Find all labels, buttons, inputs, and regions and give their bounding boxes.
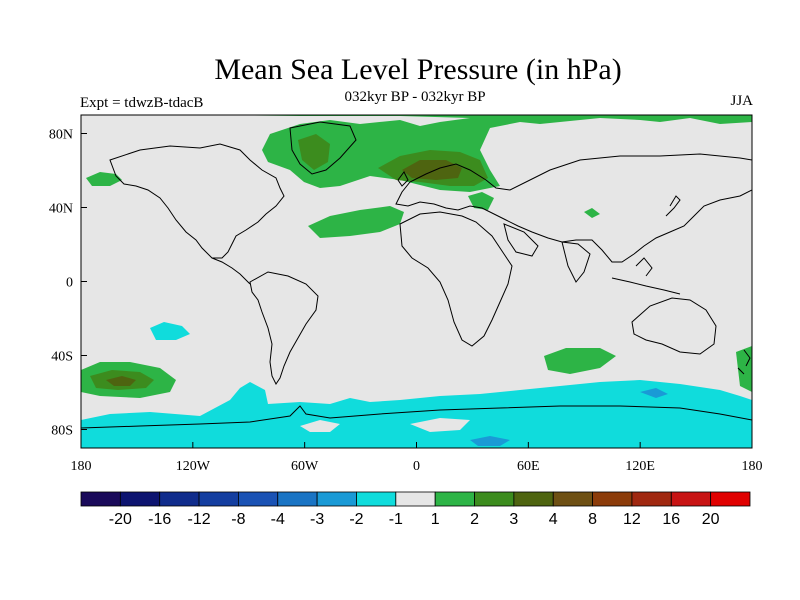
y-tick-label: 80S (51, 424, 73, 439)
colorbar-swatch (238, 491, 279, 507)
contour-positive-3-4-scandinavia-core (402, 160, 462, 180)
colorbar-label: 12 (623, 511, 641, 528)
contour-negative-2-3-east-antarctic (640, 388, 668, 398)
colorbar-label: 4 (549, 511, 558, 528)
map-plot-area: 180 120W 60W 0 60E 120E 180 80N 40N 0 40S 80S (49, 114, 763, 474)
contour-near-zero-antarctic-gap-2 (300, 420, 340, 432)
contour-positive-1-2-south-indian (544, 348, 616, 374)
colorbar-swatch (316, 491, 357, 507)
colorbar-swatch (198, 491, 239, 507)
colorbar-swatch (592, 491, 633, 507)
pressure-anomaly-layer (81, 115, 752, 448)
x-tick-label: 60W (291, 459, 319, 474)
colorbar-label: 16 (662, 511, 680, 528)
y-tick-label: 40N (49, 202, 73, 217)
colorbar-label: 20 (702, 511, 720, 528)
coastlines (81, 121, 752, 429)
contour-negative-2-3-antarctic (470, 436, 510, 446)
coastline-japan (665, 195, 681, 217)
colorbar-label: 3 (509, 511, 518, 528)
coastline-north-america (109, 143, 285, 259)
colorbar-label: -1 (389, 511, 403, 528)
colorbar-label: -20 (109, 511, 132, 528)
y-axis: 80N 40N 0 40S 80S (49, 128, 87, 439)
colorbar-swatch (159, 491, 200, 507)
colorbar-swatch (277, 491, 318, 507)
colorbar-swatch (513, 491, 554, 507)
season-label: JJA (730, 93, 753, 109)
contour-negative-1-2-southeast-pacific (150, 322, 190, 340)
coastline-eurasia (395, 153, 752, 263)
contour-positive-1-2-mid-atlantic (308, 206, 404, 238)
x-tick-label: 180 (71, 459, 92, 474)
colorbar-swatch (119, 491, 161, 507)
coastline-indonesia (611, 257, 681, 295)
y-tick-label: 0 (66, 276, 73, 291)
colorbar-swatch (395, 491, 436, 507)
x-tick-label: 120E (625, 459, 655, 474)
coastline-india (561, 241, 591, 283)
coastline-central-america (211, 257, 251, 285)
colorbar-label: -2 (349, 511, 363, 528)
contour-positive-1-2-mediterranean (468, 192, 494, 210)
colorbar-swatch (474, 491, 515, 507)
coastline-south-america (249, 271, 319, 385)
coastline-greenland (289, 121, 357, 175)
colorbar-swatch (552, 491, 593, 507)
colorbar-label: -8 (231, 511, 245, 528)
contour-positive-1-2-north-pacific (86, 172, 122, 186)
contour-positive-1-2-far-east (736, 346, 752, 392)
y-tick-label: 80N (49, 128, 73, 143)
contour-positive-2-3-greenland (298, 134, 330, 170)
colorbar-swatch (356, 491, 397, 507)
contour-positive-3-4-south-pacific-core (106, 376, 136, 386)
colorbar-swatch (631, 491, 672, 507)
map-title: Mean Sea Level Pressure (in hPa) (214, 53, 622, 86)
x-tick-label: 60E (517, 459, 540, 474)
coastline-africa (399, 211, 513, 347)
colorbar-label: -3 (310, 511, 324, 528)
x-tick-label: 120W (176, 459, 211, 474)
coastline-australia (631, 297, 717, 355)
x-tick-label: 180 (742, 459, 763, 474)
colorbar-swatch (710, 491, 751, 507)
colorbar-label: 1 (431, 511, 440, 528)
x-axis: 180 120W 60W 0 60E 120E 180 (71, 442, 763, 474)
x-tick-label: 0 (413, 459, 420, 474)
coastline-new-zealand (737, 349, 751, 375)
coastline-british-isles (397, 171, 409, 187)
colorbar-swatch (434, 491, 475, 507)
contour-near-zero-antarctic-gap (410, 418, 470, 432)
colorbar-swatch (80, 491, 121, 507)
map-subtitle: 032kyr BP - 032kyr BP (344, 89, 486, 105)
colorbar-label: 2 (470, 511, 479, 528)
colorbar-label: -16 (148, 511, 171, 528)
coastline-arabia (503, 223, 539, 257)
colorbar-swatch (670, 491, 712, 507)
y-tick-label: 40S (51, 350, 73, 365)
colorbar-label: -12 (187, 511, 210, 528)
colorbar: -20 -16 -12 -8 -4 -3 -2 -1 1 2 3 4 8 12 16 20 (80, 491, 751, 528)
colorbar-label: -4 (271, 511, 285, 528)
coastline-antarctica (81, 405, 752, 429)
experiment-label: Expt = tdwzB-tdacB (80, 95, 204, 111)
contour-negative-1-2-southern-ocean (81, 380, 752, 448)
contour-positive-1-2-central-asia (584, 208, 600, 218)
colorbar-label: 8 (588, 511, 597, 528)
